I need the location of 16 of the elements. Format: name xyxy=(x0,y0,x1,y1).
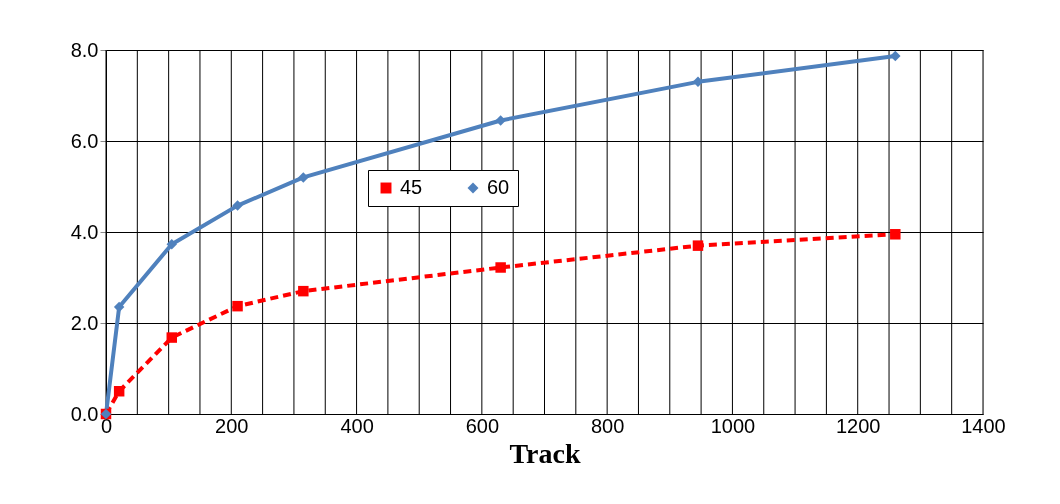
y-tick-label: 6.0 xyxy=(70,129,99,152)
legend-label: 60 xyxy=(487,176,510,198)
x-tick-label: 600 xyxy=(465,414,500,437)
x-tick-label: 0 xyxy=(100,414,113,437)
legend-label: 45 xyxy=(400,176,423,198)
x-tick-label: 1000 xyxy=(710,414,756,437)
x-axis-title: Track xyxy=(509,437,581,469)
x-tick-label: 400 xyxy=(340,414,374,437)
y-tick-label: 4.0 xyxy=(70,220,99,243)
y-tick-label: 2.0 xyxy=(70,311,99,334)
y-tick-label: 0.0 xyxy=(70,402,99,425)
x-tick-label: 200 xyxy=(215,414,249,437)
x-tick-label: 1400 xyxy=(961,414,1006,437)
x-tick-label: 800 xyxy=(590,414,625,437)
y-tick-label: 8.0 xyxy=(70,38,99,61)
x-tick-label: 1200 xyxy=(835,414,881,437)
